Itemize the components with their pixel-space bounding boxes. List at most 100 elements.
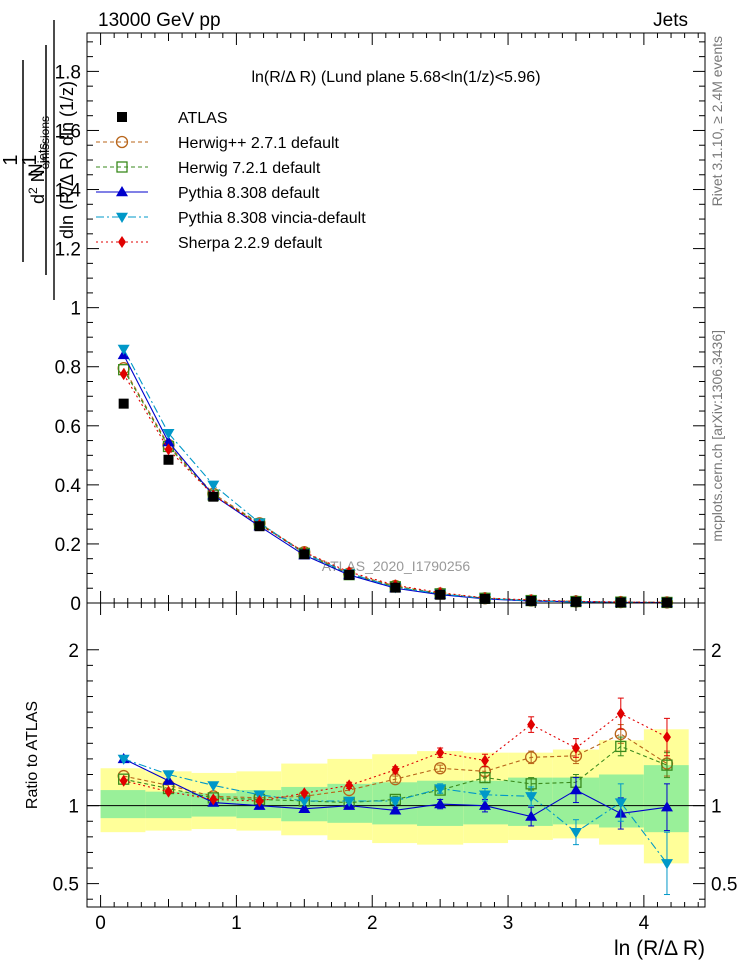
atlas-data-point xyxy=(344,569,355,580)
y-tick-label: 0.4 xyxy=(55,476,82,497)
y-tick-label: 1.4 xyxy=(55,181,82,202)
series-4-ratio-point xyxy=(345,779,354,792)
main-x-axis xyxy=(86,33,699,603)
series-3-ratio-point xyxy=(117,754,130,765)
ratio-y-axis: 0.5 0.5 1 1 2 2 xyxy=(53,641,737,900)
x-axis-label: ln (R/Δ R) xyxy=(614,937,705,960)
series-4-ratio-point xyxy=(119,774,128,787)
ratio-tick-label-right: 2 xyxy=(711,641,722,662)
main-y-axis: 0 0.2 0.4 0.6 0.8 1 1.2 1.4 1.6 1.8 xyxy=(55,41,705,615)
series-3-main-point xyxy=(162,428,175,440)
energy-label: 13000 GeV pp xyxy=(98,10,221,31)
atlas-data-point xyxy=(163,454,174,465)
inner-uncertainty-band xyxy=(643,765,689,833)
x-tick-label: 1 xyxy=(231,913,242,934)
x-tick-label: 4 xyxy=(639,913,650,934)
ylabel-numerator-1: 1 xyxy=(19,154,41,165)
series-3-ratio-point xyxy=(614,798,627,809)
series-3-ratio-point xyxy=(207,781,220,792)
mcplots-label: mcplots.cern.ch [arXiv:1306.3436] xyxy=(709,330,725,542)
series-4-ratio-point xyxy=(480,754,489,767)
series-1-ratio-point xyxy=(661,759,673,771)
atlas-data-point xyxy=(479,593,490,604)
atlas-data-point xyxy=(435,589,446,600)
legend-label-atlas: ATLAS xyxy=(178,110,228,127)
series-2-ratio-point xyxy=(434,798,447,809)
atlas-data-point xyxy=(570,596,581,607)
series-2-ratio-point xyxy=(298,802,311,813)
series-4-ratio-point xyxy=(436,746,445,759)
series-4-ratio-point xyxy=(662,731,671,744)
legend-marker-4 xyxy=(118,236,126,248)
series-3-ratio-point xyxy=(389,796,402,807)
legend-marker-3 xyxy=(116,212,128,223)
atlas-data-point xyxy=(118,398,129,409)
process-label: Jets xyxy=(653,10,688,31)
series-3-ratio-point xyxy=(162,770,175,781)
series-3-main-point xyxy=(207,480,220,491)
legend-label-1: Herwig 7.2.1 default xyxy=(178,160,321,177)
legend-marker-1 xyxy=(116,161,128,173)
series-4-ratio-point xyxy=(255,794,264,807)
y-tick-label: 0.8 xyxy=(55,358,81,379)
series-2-ratio-point xyxy=(389,804,402,815)
series-3-main-point xyxy=(117,344,130,356)
ratio-frame xyxy=(86,602,706,908)
series-2-ratio-point xyxy=(525,810,538,821)
atlas-data-point xyxy=(526,595,537,606)
y-tick-label: 1.8 xyxy=(55,62,81,83)
atlas-data-point xyxy=(208,491,219,502)
series-0-ratio-point xyxy=(433,762,447,775)
series-1-ratio-point xyxy=(479,771,491,784)
series-3-ratio-point xyxy=(298,796,311,807)
legend-label-2: Pythia 8.308 default xyxy=(178,185,320,202)
x-tick-label: 0 xyxy=(95,913,106,934)
main-y-axis-label-text: 1 Njets xyxy=(0,60,50,262)
y-tick-label: 0 xyxy=(70,594,81,615)
main-y-axis-label: 1 xyxy=(19,45,47,275)
watermark: ATLAS_2020_I1790256 xyxy=(322,558,471,574)
y-tick-label: 1.2 xyxy=(55,240,81,261)
legend-marker-0 xyxy=(115,135,129,149)
ratio-series-layer xyxy=(117,697,674,896)
ratio-y-label: Ratio to ATLAS xyxy=(24,701,41,809)
ratio-panel: 0.5 0.5 1 1 2 2 0 1 2 3 4 Ratio to ATLAS xyxy=(24,602,737,934)
series-3-ratio-point xyxy=(525,792,538,803)
y-tick-label: 1 xyxy=(70,299,81,320)
series-4-ratio-point xyxy=(209,793,218,806)
series-0-ratio-point xyxy=(524,751,538,764)
atlas-data-point xyxy=(390,582,401,593)
x-tick-label: 2 xyxy=(367,913,378,934)
series-1-ratio-point xyxy=(615,740,627,753)
legend-marker-atlas xyxy=(117,112,127,122)
ylabel-denominator-text: dln (R/Δ R) dln (1/z) xyxy=(57,81,77,239)
atlas-data-point xyxy=(299,549,310,560)
plot-title: ln(R/Δ R) (Lund plane 5.68<ln(1/z)<5.96) xyxy=(251,69,540,86)
main-panel: ln(R/Δ R) (Lund plane 5.68<ln(1/z)<5.96)… xyxy=(55,32,706,615)
series-4-ratio-point xyxy=(300,787,309,800)
atlas-data-point xyxy=(254,521,265,532)
series-4-ratio-point xyxy=(616,707,625,720)
legend: ATLAS Herwig++ 2.7.1 default Herwig 7.2.1 … xyxy=(96,110,366,252)
y-tick-label: 0.6 xyxy=(55,417,81,438)
ratio-tick-label-right: 0.5 xyxy=(711,875,737,896)
series-2-ratio-point xyxy=(569,784,582,795)
series-3-ratio-point xyxy=(434,784,447,795)
series-3-ratio-point xyxy=(343,796,356,807)
ylabel-frac-left: 1 xyxy=(0,154,22,165)
legend-label-0: Herwig++ 2.7.1 default xyxy=(178,135,340,152)
series-3-ratio-point xyxy=(660,859,673,870)
series-4-ratio-point xyxy=(527,718,536,731)
series-4-ratio-point xyxy=(164,785,173,798)
series-2-ratio-point xyxy=(478,799,491,810)
ratio-tick-label: 1 xyxy=(68,797,79,818)
series-3-ratio-point xyxy=(478,790,491,801)
series-4-main-point xyxy=(164,443,173,456)
series-4-ratio-point xyxy=(391,763,400,776)
ratio-x-axis: 0 1 2 3 4 xyxy=(86,603,699,934)
y-tick-label: 1.6 xyxy=(55,121,81,142)
y-tick-label: 0.2 xyxy=(55,535,81,556)
series-2-ratio-point xyxy=(660,801,673,812)
series-4-ratio-point xyxy=(571,741,580,754)
